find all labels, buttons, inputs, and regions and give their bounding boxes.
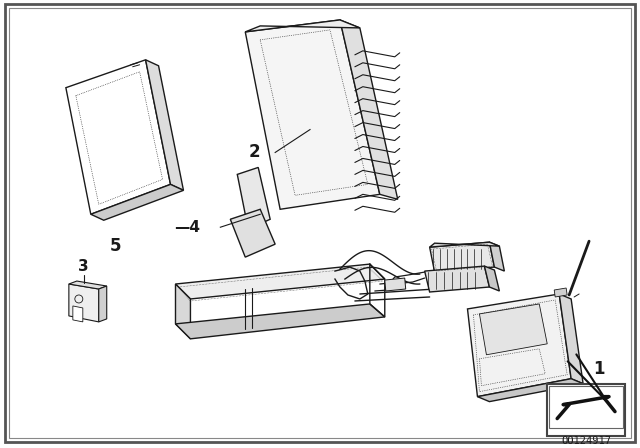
Polygon shape	[175, 284, 191, 339]
Polygon shape	[230, 209, 275, 257]
Polygon shape	[175, 304, 385, 339]
Polygon shape	[554, 288, 567, 297]
Bar	[549, 386, 623, 427]
Polygon shape	[467, 294, 571, 396]
Text: 5: 5	[110, 237, 122, 255]
Polygon shape	[340, 20, 397, 199]
Polygon shape	[385, 278, 406, 291]
Polygon shape	[429, 242, 499, 247]
Polygon shape	[237, 168, 270, 229]
Bar	[547, 383, 625, 435]
Polygon shape	[66, 60, 170, 214]
Polygon shape	[245, 20, 360, 32]
Polygon shape	[145, 60, 184, 190]
Polygon shape	[429, 242, 495, 272]
Polygon shape	[175, 264, 385, 299]
Polygon shape	[425, 266, 490, 292]
Polygon shape	[245, 20, 380, 209]
Polygon shape	[69, 281, 107, 289]
Polygon shape	[484, 266, 499, 291]
Text: 3: 3	[79, 259, 89, 274]
Polygon shape	[477, 379, 583, 401]
Polygon shape	[479, 304, 547, 355]
Text: 2: 2	[248, 143, 260, 161]
Text: OO124917: OO124917	[561, 435, 611, 445]
Text: —4: —4	[175, 220, 200, 235]
Polygon shape	[559, 294, 583, 383]
Polygon shape	[490, 242, 504, 271]
Polygon shape	[99, 286, 107, 322]
Polygon shape	[69, 284, 99, 322]
Polygon shape	[91, 185, 184, 220]
Polygon shape	[73, 306, 83, 322]
Text: 1: 1	[593, 360, 605, 378]
